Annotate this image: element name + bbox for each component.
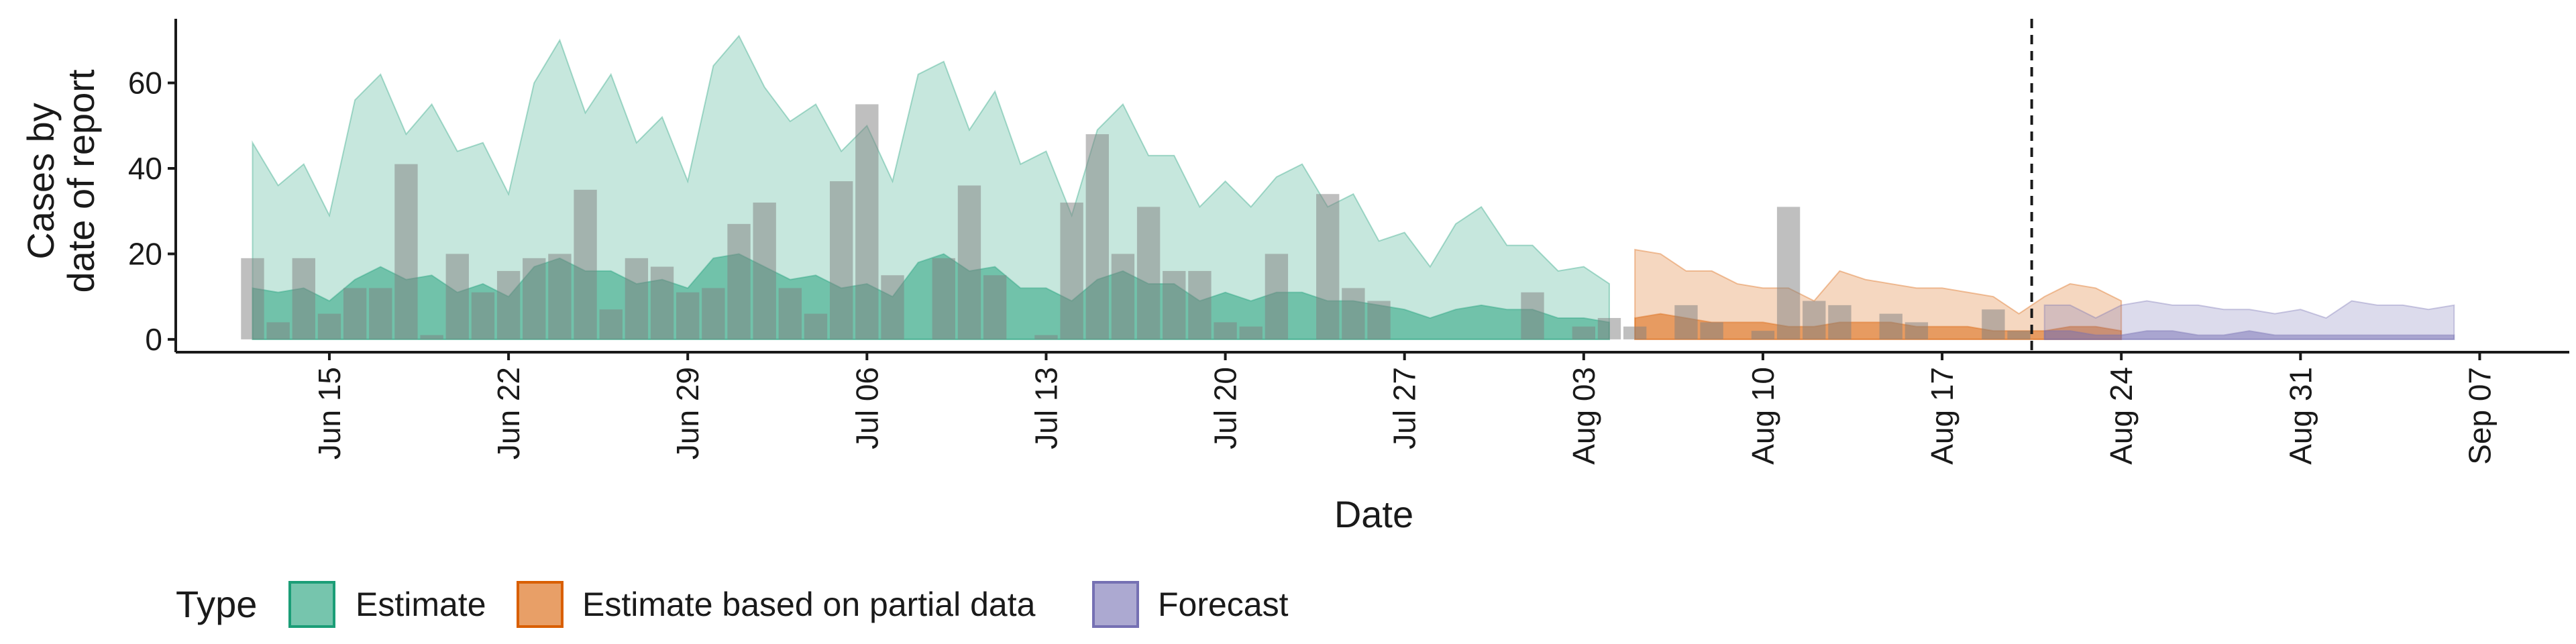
reported-cases-bar — [932, 258, 955, 339]
reported-cases-bar — [778, 288, 802, 339]
reported-cases-bar — [1214, 322, 1237, 339]
legend: Type Estimate Estimate based on partial … — [176, 581, 1289, 628]
reported-cases-bar — [445, 254, 469, 339]
reported-cases-bar — [855, 104, 879, 339]
y-axis-ticks: 0 20 40 60 — [128, 66, 176, 357]
reported-cases-bar — [676, 292, 700, 339]
reported-cases-bar — [471, 292, 495, 339]
reported-cases-bar — [1163, 270, 1186, 339]
reported-cases-bar — [241, 258, 264, 339]
reported-cases-bar — [1521, 292, 1544, 339]
x-tick-label: Jun 15 — [312, 367, 347, 460]
ribbon-90-forecast — [2043, 300, 2455, 340]
reported-cases-bar — [292, 258, 315, 339]
x-axis-ticks: Jun 15 Jun 22 Jun 29 Jul 06 Jul 13 Jul 20 Jul … — [312, 352, 2497, 465]
legend-key-partial — [517, 581, 564, 628]
reported-cases-bar — [1597, 318, 1621, 339]
reported-cases-bar — [1982, 309, 2005, 339]
x-tick-label: Aug 03 — [1566, 367, 1601, 465]
reported-cases-bar — [1188, 270, 1212, 339]
reported-cases-bar — [1034, 335, 1058, 339]
reported-cases-bar — [343, 288, 367, 339]
x-tick-label: Aug 17 — [1925, 367, 1960, 465]
reported-cases-bar — [983, 275, 1007, 339]
reported-cases-bar — [574, 189, 597, 339]
reported-cases-bar — [599, 309, 623, 339]
legend-key-forecast — [1092, 581, 1139, 628]
reported-cases-bar — [727, 223, 751, 339]
reported-cases-bar — [1700, 322, 1723, 339]
reported-cases-bar — [1828, 305, 1851, 339]
y-tick-label: 20 — [128, 236, 162, 271]
y-axis-title-line-2: date of report — [60, 69, 102, 293]
axes — [174, 19, 2569, 354]
reported-cases-bar — [1085, 134, 1109, 339]
x-tick-label: Aug 10 — [1746, 367, 1780, 465]
reported-cases-bar — [369, 288, 392, 339]
y-tick-label: 60 — [128, 66, 162, 101]
reported-cases-bar — [1904, 322, 1929, 339]
reported-cases-bar — [394, 164, 418, 339]
reported-cases-bar — [420, 335, 443, 339]
reported-cases-bars — [241, 104, 2031, 339]
reported-cases-bar — [1751, 331, 1775, 339]
x-tick-label: Sep 07 — [2462, 367, 2497, 465]
reported-cases-bar — [1136, 207, 1161, 339]
x-tick-label: Jun 22 — [491, 367, 526, 460]
reported-cases-bar — [804, 313, 828, 339]
reported-cases-bar — [881, 275, 904, 339]
legend-label-estimate: Estimate — [356, 586, 486, 623]
reported-cases-bar — [702, 288, 725, 339]
ribbon-50-forecast — [2043, 330, 2455, 340]
reported-cases-bar — [1265, 254, 1289, 339]
reported-cases-bar — [1776, 207, 1801, 339]
reported-cases-bar — [1060, 202, 1083, 339]
x-tick-label: Jul 20 — [1208, 367, 1243, 449]
reported-cases-bar — [1111, 254, 1135, 339]
x-tick-label: Jul 06 — [849, 367, 884, 449]
reported-cases-bar — [753, 202, 776, 339]
reported-cases-bar — [829, 181, 853, 339]
x-tick-label: Jul 13 — [1028, 367, 1063, 449]
reported-cases-bar — [523, 258, 546, 339]
y-tick-label: 0 — [145, 322, 162, 357]
reported-cases-bar — [1879, 313, 1902, 339]
reported-cases-bar — [625, 258, 649, 339]
reported-cases-bar — [957, 185, 981, 339]
x-tick-label: Jul 27 — [1387, 367, 1422, 449]
x-tick-label: Aug 31 — [2283, 367, 2318, 465]
legend-title: Type — [176, 583, 257, 625]
x-axis-title: Date — [1334, 493, 1413, 535]
reported-cases-bar — [1239, 326, 1263, 339]
reported-cases-bar — [650, 266, 674, 339]
reported-cases-bar — [1623, 326, 1647, 339]
reported-cases-bar — [2007, 331, 2031, 339]
reported-cases-bar — [496, 270, 521, 339]
reported-cases-bar — [1342, 288, 1365, 339]
y-axis-title-line-1: Cases by — [19, 103, 62, 259]
reported-cases-bar — [266, 322, 290, 339]
legend-label-partial: Estimate based on partial data — [582, 586, 1036, 623]
x-tick-label: Jun 29 — [670, 367, 705, 460]
reported-cases-bar — [1674, 305, 1698, 339]
legend-key-estimate — [288, 581, 335, 628]
reported-cases-bar — [1803, 301, 1826, 339]
reported-cases-bar — [1572, 326, 1595, 339]
reported-cases-bar — [548, 254, 572, 339]
legend-label-forecast: Forecast — [1158, 586, 1289, 623]
reported-cases-bar — [1367, 301, 1391, 339]
x-tick-label: Aug 24 — [2104, 367, 2139, 465]
y-tick-label: 40 — [128, 151, 162, 186]
reported-cases-bar — [317, 313, 341, 339]
reported-cases-bar — [1316, 194, 1340, 339]
